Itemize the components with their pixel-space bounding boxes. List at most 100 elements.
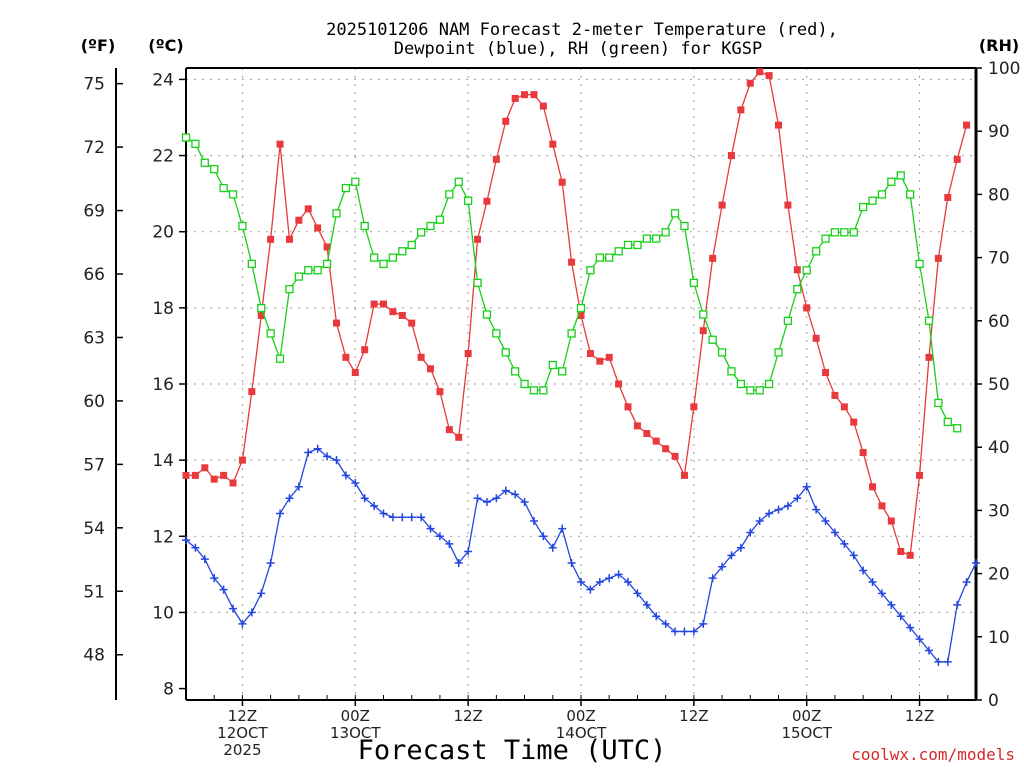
temperature-point bbox=[502, 117, 510, 125]
dewpoint-point bbox=[313, 444, 322, 453]
dewpoint-point bbox=[887, 600, 896, 609]
series-temperature bbox=[182, 68, 971, 559]
rh-point bbox=[463, 196, 473, 205]
fahrenheit-tick-label: 66 bbox=[83, 265, 105, 285]
dewpoint-point bbox=[473, 494, 482, 503]
rh-tick-label: 90 bbox=[988, 122, 1010, 142]
temperature-point bbox=[662, 445, 670, 453]
temperature-point bbox=[699, 327, 707, 335]
dewpoint-point bbox=[868, 577, 877, 586]
rh-point bbox=[529, 386, 539, 395]
temperature-point bbox=[944, 193, 952, 201]
temperature-point bbox=[925, 353, 933, 361]
rh-point bbox=[445, 190, 454, 199]
temperature-point bbox=[803, 304, 811, 312]
source-credit: coolwx.com/models bbox=[851, 745, 1015, 764]
temperature-point bbox=[680, 471, 688, 479]
rh-tick-label: 10 bbox=[988, 628, 1010, 648]
dewpoint-point bbox=[482, 498, 491, 507]
dewpoint-point bbox=[924, 646, 933, 655]
temperature-point bbox=[718, 201, 726, 209]
temperature-point bbox=[210, 475, 218, 483]
rh-point bbox=[407, 240, 416, 250]
rh-point bbox=[473, 278, 482, 288]
dewpoint-point bbox=[407, 513, 416, 522]
rh-point bbox=[200, 158, 209, 167]
temperature-point bbox=[568, 258, 576, 266]
celsius-unit-label: (ºC) bbox=[148, 36, 183, 55]
dewpoint-point bbox=[962, 577, 971, 586]
time-tick-label: 2025 bbox=[223, 741, 261, 759]
rh-point bbox=[924, 316, 934, 325]
temperature-point bbox=[539, 102, 547, 110]
temperature-point bbox=[765, 72, 773, 80]
rh-point bbox=[501, 348, 510, 357]
temperature-point bbox=[342, 353, 350, 361]
dewpoint-point bbox=[605, 574, 614, 583]
temperature-point bbox=[775, 121, 782, 129]
rh-point bbox=[896, 171, 905, 180]
temperature-point bbox=[887, 517, 895, 525]
temperature-point bbox=[624, 403, 632, 411]
rh-tick-label: 20 bbox=[988, 565, 1010, 585]
rh-point bbox=[285, 285, 294, 294]
line-temperature bbox=[186, 71, 968, 557]
rh-point bbox=[454, 177, 463, 186]
dewpoint-point bbox=[849, 551, 858, 560]
time-tick-label: 14OCT bbox=[556, 724, 607, 742]
rh-point bbox=[257, 304, 266, 313]
series-rh bbox=[181, 133, 962, 433]
dewpoint-point bbox=[276, 509, 285, 518]
rh-point bbox=[275, 354, 285, 363]
temperature-point bbox=[934, 254, 942, 262]
temperature-point bbox=[370, 300, 378, 308]
series-dewpoint bbox=[182, 445, 980, 666]
rh-point bbox=[708, 335, 717, 344]
rh-point bbox=[868, 196, 877, 205]
dewpoint-point bbox=[332, 456, 341, 465]
rh-point bbox=[793, 285, 802, 294]
temperature-point bbox=[784, 201, 792, 209]
temperature-point bbox=[427, 365, 435, 373]
dewpoint-point bbox=[191, 543, 200, 552]
fahrenheit-tick-label: 48 bbox=[83, 646, 105, 666]
time-tick-label: 12Z bbox=[679, 707, 708, 725]
temperature-point bbox=[812, 334, 820, 342]
rh-point bbox=[652, 234, 661, 243]
dewpoint-point bbox=[783, 501, 792, 510]
temperature-point bbox=[916, 471, 924, 479]
temperature-point bbox=[295, 216, 303, 224]
celsius-tick-label: 20 bbox=[152, 223, 174, 243]
rh-point bbox=[821, 234, 830, 243]
celsius-tick-label: 22 bbox=[152, 147, 174, 167]
time-tick-label: 15OCT bbox=[781, 724, 832, 742]
rh-tick-label: 40 bbox=[988, 438, 1010, 458]
fahrenheit-unit-label: (ºF) bbox=[81, 36, 116, 55]
dewpoint-point bbox=[830, 528, 839, 537]
rh-point bbox=[322, 259, 332, 269]
dewpoint-point bbox=[642, 600, 651, 609]
time-tick-label: 12Z bbox=[905, 707, 934, 725]
dewpoint-point bbox=[708, 574, 717, 583]
rh-point bbox=[219, 183, 228, 193]
temperature-point bbox=[464, 350, 472, 358]
dewpoint-point bbox=[736, 543, 745, 552]
rh-point bbox=[379, 259, 388, 269]
rh-point bbox=[934, 398, 943, 408]
dewpoint-point bbox=[182, 536, 190, 545]
rh-point bbox=[416, 228, 426, 237]
fahrenheit-tick-label: 54 bbox=[83, 519, 105, 539]
rh-point bbox=[332, 209, 341, 218]
dewpoint-point bbox=[727, 551, 736, 560]
rh-point bbox=[586, 266, 595, 275]
celsius-tick-label: 14 bbox=[152, 451, 174, 471]
temperature-point bbox=[332, 319, 340, 327]
rh-point bbox=[858, 202, 868, 212]
dewpoint-point bbox=[435, 532, 444, 541]
temperature-point bbox=[897, 548, 905, 556]
dewpoint-point bbox=[257, 589, 266, 598]
dewpoint-point bbox=[595, 577, 604, 586]
temperature-point bbox=[445, 426, 453, 434]
rh-unit-label: (RH) bbox=[979, 36, 1019, 55]
time-tick-label: 12Z bbox=[228, 707, 257, 725]
